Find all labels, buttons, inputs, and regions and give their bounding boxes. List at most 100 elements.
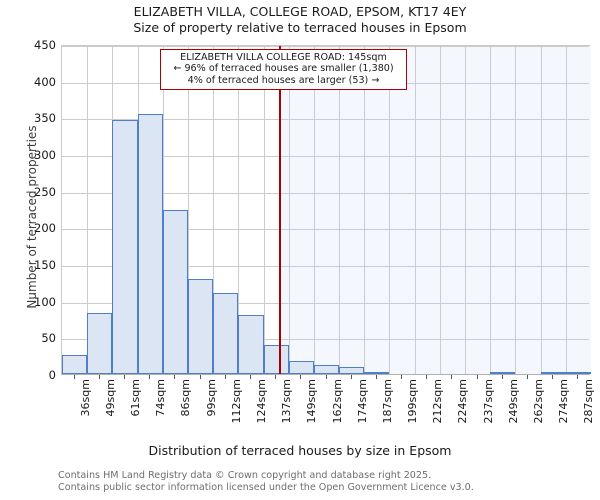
x-axis-tick-label: 162sqm bbox=[330, 379, 344, 424]
gridline-vertical bbox=[490, 46, 492, 374]
x-axis-tick-label: 36sqm bbox=[78, 379, 92, 417]
y-axis-tick-label: 200 bbox=[34, 221, 56, 236]
x-axis-tick-label: 274sqm bbox=[557, 379, 571, 424]
histogram-bar bbox=[313, 365, 340, 374]
attribution-footer: Contains HM Land Registry data © Crown c… bbox=[58, 470, 598, 493]
gridline-horizontal bbox=[62, 302, 589, 304]
histogram-bar bbox=[137, 114, 163, 374]
gridline-vertical bbox=[263, 46, 265, 374]
gridline-vertical bbox=[288, 46, 290, 374]
property-size-marker-line bbox=[279, 46, 281, 374]
y-axis-tick-label: 150 bbox=[34, 258, 56, 272]
x-axis-tick-label: 86sqm bbox=[179, 379, 193, 417]
x-axis-tick-label: 199sqm bbox=[406, 379, 420, 424]
x-axis-tick-mark bbox=[275, 375, 277, 379]
histogram-bar bbox=[187, 278, 214, 374]
x-axis-tick-mark bbox=[249, 375, 251, 379]
x-axis-tick-label: 61sqm bbox=[128, 379, 142, 417]
gridline-vertical bbox=[439, 46, 441, 374]
y-axis-tick-label: 0 bbox=[48, 368, 56, 382]
x-axis-tick-mark bbox=[73, 375, 75, 379]
x-axis-tick-mark bbox=[451, 375, 453, 379]
annotation-larger-line: 4% of terraced houses are larger (53) → bbox=[187, 74, 380, 86]
upper-range-shading bbox=[279, 46, 591, 374]
histogram-bar bbox=[565, 372, 591, 374]
gridline-vertical bbox=[465, 46, 467, 374]
x-axis-tick-mark bbox=[224, 375, 226, 379]
gridline-vertical bbox=[414, 46, 416, 374]
histogram-bar bbox=[339, 366, 365, 374]
gridline-vertical bbox=[364, 46, 366, 374]
histogram-bar bbox=[162, 209, 188, 374]
x-axis-tick-label: 187sqm bbox=[380, 379, 394, 424]
y-axis-tick-label: 250 bbox=[34, 184, 56, 199]
gridline-horizontal bbox=[62, 192, 589, 194]
x-axis-tick-mark bbox=[199, 375, 201, 379]
x-axis-tick-label: 262sqm bbox=[532, 379, 546, 424]
footer-line-1: Contains HM Land Registry data © Crown c… bbox=[58, 470, 432, 481]
x-axis-tick-labels: 36sqm 49sqm 61sqm 74sqm 86sqm 99sqm 112sqm 124s… bbox=[61, 375, 595, 441]
x-axis-tick-label: 224sqm bbox=[456, 379, 470, 424]
histogram-bar bbox=[87, 313, 113, 374]
x-axis-title: Distribution of terraced houses by size … bbox=[148, 443, 452, 458]
x-axis-tick-label: 137sqm bbox=[280, 379, 294, 424]
y-axis-tick-label: 400 bbox=[34, 74, 56, 89]
y-axis-tick-label: 350 bbox=[34, 111, 56, 126]
page-title: ELIZABETH VILLA, COLLEGE ROAD, EPSOM, KT… bbox=[133, 4, 467, 19]
gridline-vertical bbox=[313, 46, 315, 374]
x-axis-tick-label: 249sqm bbox=[506, 379, 520, 424]
x-axis-tick-label: 212sqm bbox=[431, 379, 445, 424]
x-axis-tick-label: 74sqm bbox=[154, 379, 168, 417]
x-axis-tick-mark bbox=[426, 375, 428, 379]
x-axis-tick-mark bbox=[527, 375, 529, 379]
gridline-vertical bbox=[515, 46, 517, 374]
x-axis-tick-mark bbox=[476, 375, 478, 379]
histogram-bar bbox=[238, 315, 264, 374]
x-axis-tick-mark bbox=[149, 375, 151, 379]
footer-line-2: Contains public sector information licen… bbox=[58, 481, 474, 493]
x-axis-tick-mark bbox=[401, 375, 403, 379]
y-axis-tick-labels: 0 50 100 150 200 250 300 350 400 450 bbox=[0, 38, 56, 382]
chart-title-block: ELIZABETH VILLA, COLLEGE ROAD, EPSOM, KT… bbox=[0, 4, 600, 36]
x-axis-tick-mark bbox=[552, 375, 554, 379]
y-axis-title: Number of terraced properties bbox=[25, 125, 39, 309]
gridline-vertical bbox=[238, 46, 240, 374]
annotation-smaller-line: ← 96% of terraced houses are smaller (1,… bbox=[173, 63, 394, 75]
property-annotation-box: ELIZABETH VILLA COLLEGE ROAD: 145sqm ← 9… bbox=[160, 49, 407, 90]
histogram-bar bbox=[540, 372, 566, 374]
y-axis-tick-label: 50 bbox=[41, 331, 56, 346]
x-axis-tick-mark bbox=[123, 375, 125, 379]
y-axis-tick-label: 100 bbox=[34, 294, 56, 309]
histogram-bar bbox=[364, 372, 390, 374]
x-axis-tick-label: 124sqm bbox=[254, 379, 268, 424]
histogram-bar bbox=[112, 119, 138, 374]
gridline-horizontal bbox=[62, 46, 589, 47]
plot-area bbox=[61, 45, 591, 375]
gridline-vertical bbox=[565, 46, 567, 374]
y-axis-tick-label: 450 bbox=[34, 38, 56, 52]
gridline-horizontal bbox=[62, 156, 589, 157]
y-axis-tick-label: 300 bbox=[34, 148, 56, 162]
gridline-vertical bbox=[213, 46, 215, 374]
gridline-horizontal bbox=[62, 266, 589, 267]
gridline-vertical bbox=[339, 46, 341, 374]
x-axis-tick-mark bbox=[350, 375, 352, 379]
histogram-bar bbox=[263, 344, 289, 374]
histogram-bar bbox=[288, 360, 314, 374]
x-axis-tick-label: 49sqm bbox=[103, 379, 117, 417]
gridline-vertical bbox=[389, 46, 391, 374]
histogram-bar bbox=[62, 354, 88, 374]
x-axis-tick-mark bbox=[325, 375, 327, 379]
histogram-bar bbox=[490, 372, 516, 374]
histogram-bar bbox=[213, 292, 239, 374]
x-axis-tick-mark bbox=[375, 375, 377, 379]
x-axis-tick-label: 99sqm bbox=[204, 379, 218, 417]
gridline-horizontal bbox=[62, 229, 589, 231]
x-axis-tick-label: 174sqm bbox=[355, 379, 369, 424]
x-axis-tick-mark bbox=[174, 375, 176, 379]
gridline-vertical bbox=[187, 46, 189, 374]
x-axis-tick-label: 237sqm bbox=[481, 379, 495, 424]
gridline-horizontal bbox=[62, 339, 589, 341]
gridline-vertical bbox=[87, 46, 89, 374]
